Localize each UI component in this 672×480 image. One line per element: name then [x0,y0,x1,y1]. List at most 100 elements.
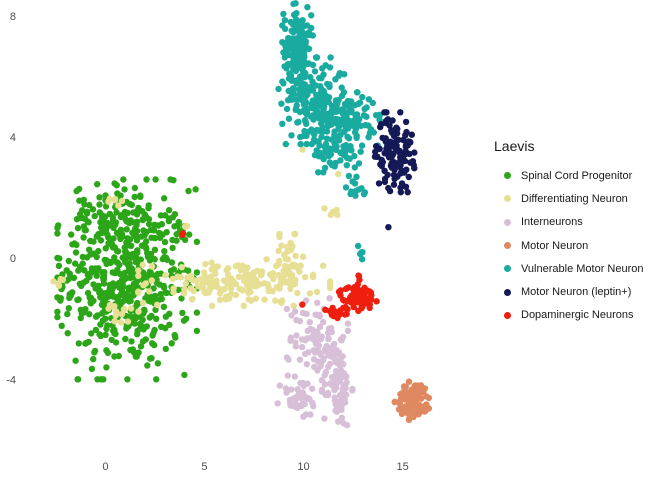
data-point [293,332,300,339]
data-point [325,363,332,370]
data-point [301,350,309,358]
data-point [64,330,71,337]
data-point [307,411,314,418]
data-point [124,209,131,217]
data-point [72,260,79,267]
data-point [135,308,142,315]
data-point [281,251,288,259]
data-point [131,184,139,192]
legend-item: Motor Neuron [494,234,644,257]
data-point [292,339,299,346]
legend-label: Motor Neuron [521,239,589,252]
data-point [161,254,168,261]
data-point [274,400,281,407]
data-point [326,295,333,302]
data-point [151,326,158,334]
data-point [50,278,57,285]
data-point [97,219,104,226]
data-point [193,269,201,276]
data-point [94,312,101,319]
data-point [297,262,304,269]
data-point [55,222,62,229]
data-point [128,338,135,345]
data-point [401,385,408,392]
data-point [368,296,375,303]
data-point [361,284,368,291]
data-point [95,247,102,255]
data-point [315,111,322,119]
data-point [128,254,136,261]
data-point [139,316,146,323]
data-point [293,10,300,17]
data-point [284,278,291,285]
data-point [56,255,63,262]
data-point [121,276,128,284]
data-point [297,380,304,387]
data-point [400,136,407,144]
data-point [280,271,288,278]
points-layer [50,0,433,429]
data-point [300,101,308,108]
data-point [302,297,310,304]
data-point [154,360,162,367]
data-point [349,178,356,185]
data-point [390,181,398,188]
data-point [324,329,332,337]
x-axis-ticks: 0 5 10 15 [102,461,408,473]
data-point [80,234,87,241]
data-point [423,401,430,408]
data-point [279,22,286,29]
data-point [378,120,385,128]
data-point [123,226,130,233]
data-point [309,101,316,109]
data-point [124,261,132,269]
data-point [112,221,119,229]
data-point [292,0,299,7]
data-point [93,253,100,261]
data-point [290,302,297,309]
data-point [102,315,109,322]
data-point [342,184,350,191]
data-point [137,325,144,332]
data-point [311,151,319,159]
data-point [415,411,422,418]
data-point [292,277,299,284]
data-point [185,267,192,274]
data-point [331,163,338,170]
data-point [306,290,314,297]
data-point [302,70,309,77]
legend-items: Spinal Cord Progenitor Differentiating Ne… [494,164,644,327]
data-point [313,288,321,296]
data-point [351,164,358,171]
data-point [333,135,341,142]
data-point [94,181,101,188]
data-point [373,143,380,150]
data-point [248,279,255,286]
data-point [140,227,147,234]
data-point [225,265,232,272]
data-point [346,109,354,116]
series-6 [179,230,380,322]
data-point [90,281,97,288]
data-point [97,294,104,301]
data-point [188,296,196,303]
data-point [318,358,326,365]
data-point [88,330,95,337]
data-point [93,233,100,240]
data-point [134,331,141,338]
data-point [102,331,109,338]
data-point [385,224,392,231]
legend-item: Dopaminergic Neurons [494,304,644,327]
data-point [235,273,243,280]
data-point [113,182,120,189]
data-point [97,321,104,328]
data-point [425,394,433,402]
data-point [143,176,150,183]
data-point [335,125,342,133]
legend-label: Vulnerable Motor Neuron [521,262,644,275]
data-point [278,100,285,107]
data-point [113,308,120,315]
data-point [331,140,338,147]
data-point [381,109,388,116]
data-point [146,288,153,295]
